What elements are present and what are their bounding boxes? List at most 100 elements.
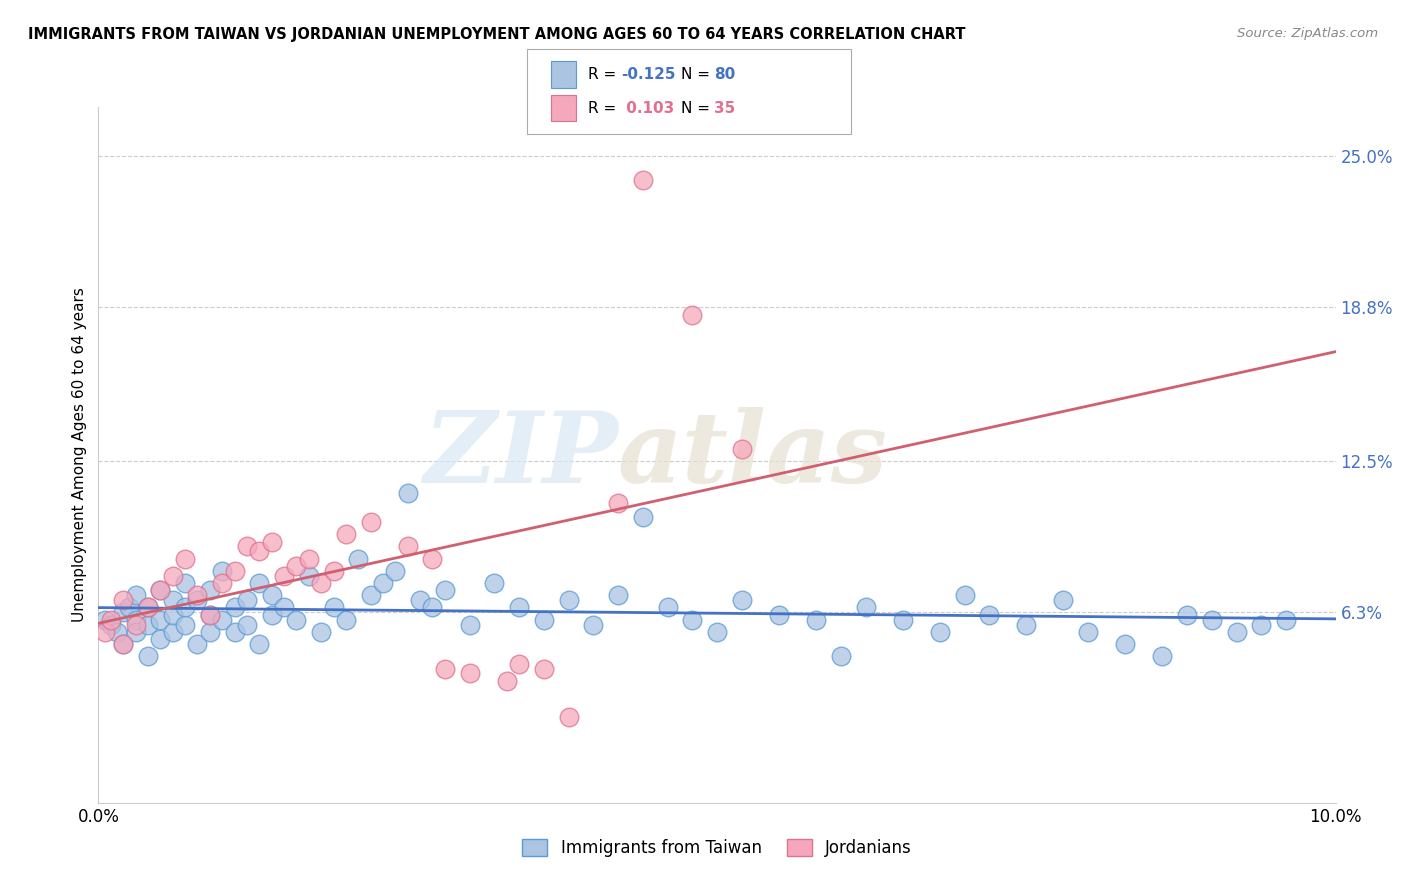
- Point: [1015, 617, 1038, 632]
- Point: [360, 515, 382, 529]
- Point: [631, 173, 654, 187]
- Point: [149, 583, 172, 598]
- Point: [1152, 649, 1174, 664]
- Text: 0.103: 0.103: [621, 101, 675, 116]
- Point: [174, 600, 197, 615]
- Point: [891, 613, 914, 627]
- Point: [953, 588, 976, 602]
- Point: [533, 613, 555, 627]
- Point: [247, 576, 270, 591]
- Point: [224, 624, 246, 639]
- Point: [118, 600, 141, 615]
- Point: [100, 617, 122, 632]
- Point: [162, 568, 184, 582]
- Point: [631, 510, 654, 524]
- Point: [112, 637, 135, 651]
- Point: [309, 624, 332, 639]
- Point: [458, 666, 481, 681]
- Point: [198, 583, 221, 598]
- Point: [928, 624, 950, 639]
- Point: [112, 606, 135, 620]
- Point: [273, 600, 295, 615]
- Text: 35: 35: [714, 101, 735, 116]
- Point: [211, 576, 233, 591]
- Point: [731, 593, 754, 607]
- Text: ZIP: ZIP: [423, 407, 619, 503]
- Point: [124, 617, 146, 632]
- Point: [174, 617, 197, 632]
- Point: [681, 308, 703, 322]
- Point: [557, 593, 579, 607]
- Point: [484, 576, 506, 591]
- Point: [149, 632, 172, 647]
- Point: [495, 673, 517, 688]
- Point: [607, 588, 630, 602]
- Point: [1250, 617, 1272, 632]
- Point: [174, 551, 197, 566]
- Point: [335, 613, 357, 627]
- Point: [149, 583, 172, 598]
- Point: [706, 624, 728, 639]
- Point: [211, 613, 233, 627]
- Point: [162, 624, 184, 639]
- Point: [1275, 613, 1298, 627]
- Point: [396, 540, 419, 554]
- Point: [236, 617, 259, 632]
- Point: [273, 568, 295, 582]
- Point: [804, 613, 827, 627]
- Point: [384, 564, 406, 578]
- Point: [93, 624, 115, 639]
- Point: [260, 607, 283, 622]
- Text: 80: 80: [714, 67, 735, 82]
- Point: [285, 613, 308, 627]
- Point: [136, 617, 159, 632]
- Point: [322, 600, 344, 615]
- Point: [112, 593, 135, 607]
- Point: [105, 624, 128, 639]
- Point: [224, 564, 246, 578]
- Point: [433, 661, 456, 675]
- Point: [236, 593, 259, 607]
- Point: [198, 624, 221, 639]
- Point: [508, 657, 530, 671]
- Point: [1201, 613, 1223, 627]
- Point: [174, 576, 197, 591]
- Point: [136, 600, 159, 615]
- Point: [136, 600, 159, 615]
- Point: [260, 588, 283, 602]
- Point: [224, 600, 246, 615]
- Point: [298, 551, 321, 566]
- Point: [298, 568, 321, 582]
- Point: [371, 576, 394, 591]
- Point: [347, 551, 370, 566]
- Point: [247, 544, 270, 558]
- Y-axis label: Unemployment Among Ages 60 to 64 years: Unemployment Among Ages 60 to 64 years: [72, 287, 87, 623]
- Point: [557, 710, 579, 724]
- Point: [162, 593, 184, 607]
- Text: Source: ZipAtlas.com: Source: ZipAtlas.com: [1237, 27, 1378, 40]
- Point: [124, 613, 146, 627]
- Point: [681, 613, 703, 627]
- Point: [1114, 637, 1136, 651]
- Point: [1052, 593, 1074, 607]
- Point: [247, 637, 270, 651]
- Point: [162, 607, 184, 622]
- Point: [335, 527, 357, 541]
- Point: [1226, 624, 1249, 639]
- Point: [830, 649, 852, 664]
- Point: [422, 600, 444, 615]
- Text: R =: R =: [588, 67, 621, 82]
- Point: [260, 534, 283, 549]
- Text: N =: N =: [681, 67, 714, 82]
- Point: [396, 485, 419, 500]
- Point: [360, 588, 382, 602]
- Point: [186, 637, 208, 651]
- Point: [731, 442, 754, 456]
- Point: [657, 600, 679, 615]
- Point: [149, 613, 172, 627]
- Point: [112, 637, 135, 651]
- Text: N =: N =: [681, 101, 714, 116]
- Point: [409, 593, 432, 607]
- Legend: Immigrants from Taiwan, Jordanians: Immigrants from Taiwan, Jordanians: [516, 832, 918, 864]
- Point: [136, 649, 159, 664]
